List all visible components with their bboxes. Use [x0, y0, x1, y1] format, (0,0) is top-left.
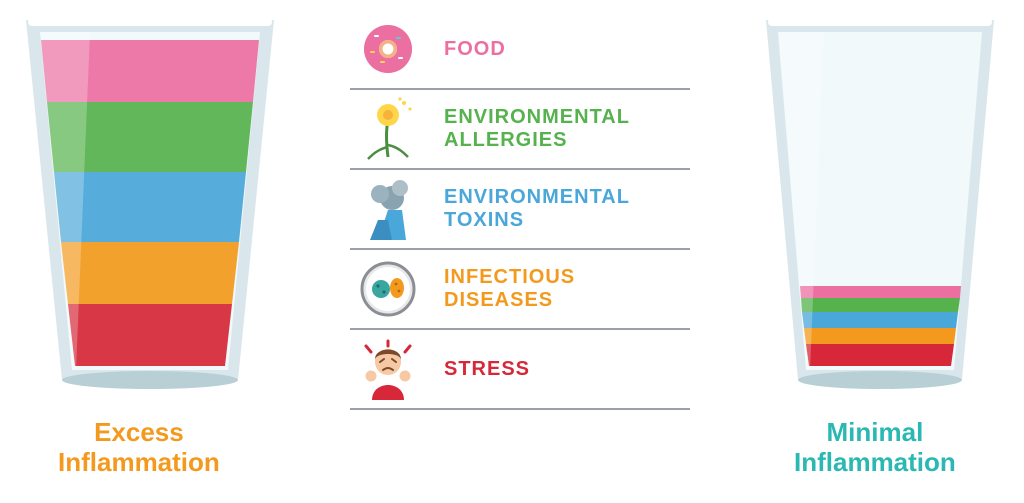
germ-icon: [356, 259, 420, 319]
legend-row-infectious: INFECTIOUS DISEASES: [350, 250, 690, 330]
legend-row-allergies: ENVIRONMENTAL ALLERGIES: [350, 90, 690, 170]
glass-minimal-layers: [800, 286, 961, 366]
glass-excess: [20, 10, 280, 390]
legend: FOOD ENVIRONMENTAL ALLERGIES: [350, 10, 690, 410]
legend-label-allergies: ENVIRONMENTAL ALLERGIES: [444, 106, 630, 152]
legend-label-food: FOOD: [444, 38, 506, 61]
infographic-stage: Excess Inflammation Minimal Inflammation: [0, 0, 1024, 503]
caption-excess-line1: Excess: [58, 418, 220, 448]
legend-row-toxins: ENVIRONMENTAL TOXINS: [350, 170, 690, 250]
glass-minimal: [760, 10, 1000, 390]
legend-row-food: FOOD: [350, 10, 690, 90]
legend-label-infectious: INFECTIOUS DISEASES: [444, 266, 575, 312]
legend-label-stress: STRESS: [444, 358, 530, 381]
legend-label-toxins: ENVIRONMENTAL TOXINS: [444, 186, 630, 232]
caption-minimal-line1: Minimal: [794, 418, 956, 448]
caption-minimal-line2: Inflammation: [794, 448, 956, 478]
stress-icon: [356, 339, 420, 399]
legend-row-stress: STRESS: [350, 330, 690, 410]
donut-icon: [356, 19, 420, 79]
caption-excess: Excess Inflammation: [58, 418, 220, 478]
dandelion-icon: [356, 99, 420, 159]
caption-minimal: Minimal Inflammation: [794, 418, 956, 478]
caption-excess-line2: Inflammation: [58, 448, 220, 478]
smokestack-icon: [356, 179, 420, 239]
